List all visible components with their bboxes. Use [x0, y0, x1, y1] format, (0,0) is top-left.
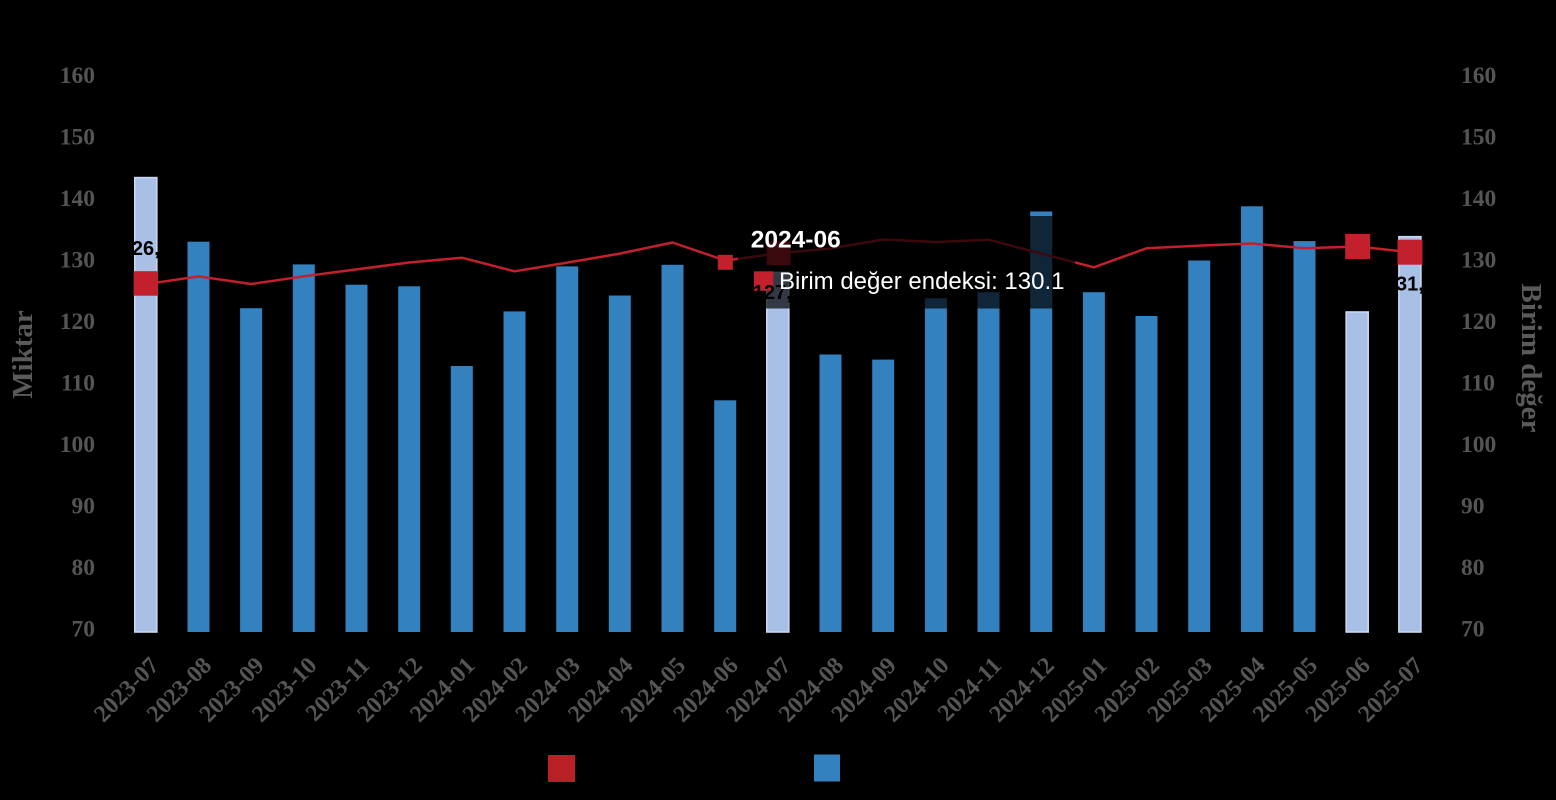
- svg-text:120: 120: [1461, 309, 1496, 335]
- svg-text:160: 160: [1461, 63, 1496, 89]
- svg-text:110: 110: [61, 370, 95, 396]
- svg-text:90: 90: [1461, 494, 1485, 520]
- svg-text:130: 130: [1461, 247, 1496, 273]
- svg-text:150: 150: [1461, 124, 1496, 150]
- svg-text:Miktar: Miktar: [7, 310, 39, 399]
- svg-text:120: 120: [60, 309, 95, 335]
- svg-text:100: 100: [1461, 432, 1496, 458]
- svg-text:100: 100: [60, 432, 95, 458]
- svg-text:160: 160: [60, 63, 95, 89]
- svg-text:Birim değer: Birim değer: [1515, 284, 1547, 433]
- svg-text:70: 70: [1461, 617, 1485, 643]
- svg-text:140: 140: [1461, 186, 1496, 212]
- svg-text:80: 80: [1461, 555, 1485, 581]
- svg-text:131,5: 131,5: [1385, 273, 1435, 295]
- svg-text:150: 150: [60, 124, 95, 150]
- svg-text:70: 70: [72, 617, 96, 643]
- svg-text:140: 140: [60, 186, 95, 212]
- svg-text:Birim değer endeksi: 130.1: Birim değer endeksi: 130.1: [779, 268, 1065, 295]
- svg-text:127,5: 127,5: [753, 282, 803, 304]
- svg-text:80: 80: [72, 555, 96, 581]
- svg-text:90: 90: [72, 494, 96, 520]
- svg-text:126,1: 126,1: [121, 238, 171, 260]
- svg-text:130: 130: [60, 247, 95, 273]
- svg-text:110: 110: [1461, 370, 1495, 396]
- svg-text:2024-06: 2024-06: [751, 227, 841, 254]
